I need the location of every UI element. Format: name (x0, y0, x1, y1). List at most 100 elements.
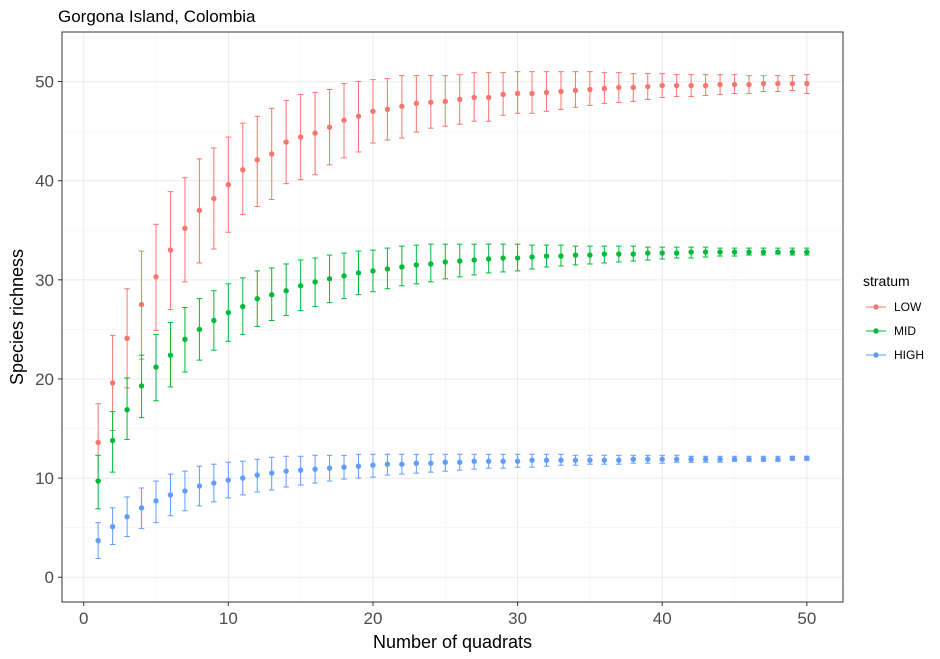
x-axis-title: Number of quadrats (373, 632, 532, 652)
point-low (167, 247, 174, 253)
point-mid (587, 252, 593, 258)
y-tick-label: 0 (45, 568, 54, 587)
point-high (153, 498, 159, 504)
grid (62, 32, 843, 602)
point-low (731, 81, 738, 88)
point-high (109, 523, 116, 530)
panel-border (61, 31, 844, 603)
point-high (804, 455, 810, 461)
point-low (804, 80, 810, 87)
point-mid (529, 254, 535, 260)
point-low (543, 89, 550, 96)
point-low (688, 82, 694, 89)
legend-label-low: LOW (894, 300, 922, 314)
point-low (572, 87, 579, 94)
point-low (124, 335, 130, 342)
point-low (471, 94, 477, 101)
point-high (616, 457, 622, 463)
point-mid (485, 256, 492, 262)
point-low (789, 80, 796, 87)
point-high (240, 475, 246, 481)
point-high (95, 537, 101, 544)
point-high (775, 456, 781, 462)
point-high (326, 465, 333, 471)
point-low (182, 225, 188, 231)
point-low (341, 117, 347, 123)
point-high (442, 459, 448, 465)
y-axis-title: Species richness (7, 249, 27, 385)
point-mid (312, 279, 318, 285)
point-high (297, 467, 304, 473)
point-high (514, 458, 521, 464)
legend: stratum LOW MID HIGH (863, 273, 924, 362)
point-mid (717, 249, 723, 255)
point-high (124, 514, 130, 520)
y-tick-label: 10 (35, 469, 54, 488)
point-high (789, 455, 796, 461)
point-high (167, 492, 174, 498)
point-high (283, 468, 289, 474)
point-low (717, 81, 723, 88)
point-high (312, 466, 318, 472)
y-tick-label: 40 (35, 172, 54, 191)
point-mid (124, 406, 130, 413)
point-high (601, 457, 608, 463)
point-low (529, 90, 535, 97)
point-high (587, 457, 593, 463)
point-high (485, 458, 492, 464)
point-mid (659, 250, 665, 256)
point-low (283, 139, 289, 145)
point-high (731, 456, 738, 462)
point-mid (399, 264, 405, 270)
point-mid (167, 352, 174, 358)
point-low (312, 130, 318, 136)
point-mid (370, 268, 376, 274)
point-mid (760, 249, 767, 255)
point-low (630, 84, 636, 91)
x-tick-label: 30 (508, 609, 527, 628)
point-low (413, 100, 420, 107)
point-high (138, 505, 145, 511)
legend-item-mid: MID (866, 324, 916, 338)
point-mid (283, 288, 289, 294)
point-low (399, 103, 405, 110)
chart-title: Gorgona Island, Colombia (58, 7, 256, 26)
point-low (457, 96, 463, 103)
point-mid (543, 253, 550, 259)
point-high (269, 470, 275, 476)
point-low (95, 439, 101, 446)
point-mid (442, 259, 448, 265)
point-mid (731, 249, 738, 255)
point-mid (616, 251, 622, 257)
point-mid (355, 270, 362, 276)
point-high (225, 477, 232, 483)
point-mid (775, 249, 781, 255)
point-high (630, 456, 636, 462)
series-low (95, 71, 810, 481)
point-low (269, 151, 275, 157)
point-high (471, 458, 477, 464)
axes: 0 10 20 30 40 50 0 10 20 30 40 50 (35, 73, 816, 628)
legend-title: stratum (863, 273, 910, 289)
point-low (254, 157, 260, 163)
point-low (775, 80, 781, 87)
point-low (211, 195, 217, 202)
legend-item-low: LOW (866, 300, 922, 314)
point-mid (211, 317, 217, 324)
x-tick-label: 50 (797, 609, 816, 628)
point-low (558, 88, 564, 95)
point-low (109, 380, 116, 386)
point-low (659, 82, 665, 89)
point-mid (673, 250, 680, 256)
point-mid (269, 291, 275, 298)
point-low (297, 134, 304, 140)
point-low (225, 181, 232, 188)
point-high (688, 456, 694, 462)
point-low (428, 99, 434, 106)
point-mid (471, 257, 477, 263)
point-mid (225, 309, 232, 316)
point-high (702, 456, 709, 462)
point-low (514, 90, 521, 97)
point-low (673, 82, 680, 89)
